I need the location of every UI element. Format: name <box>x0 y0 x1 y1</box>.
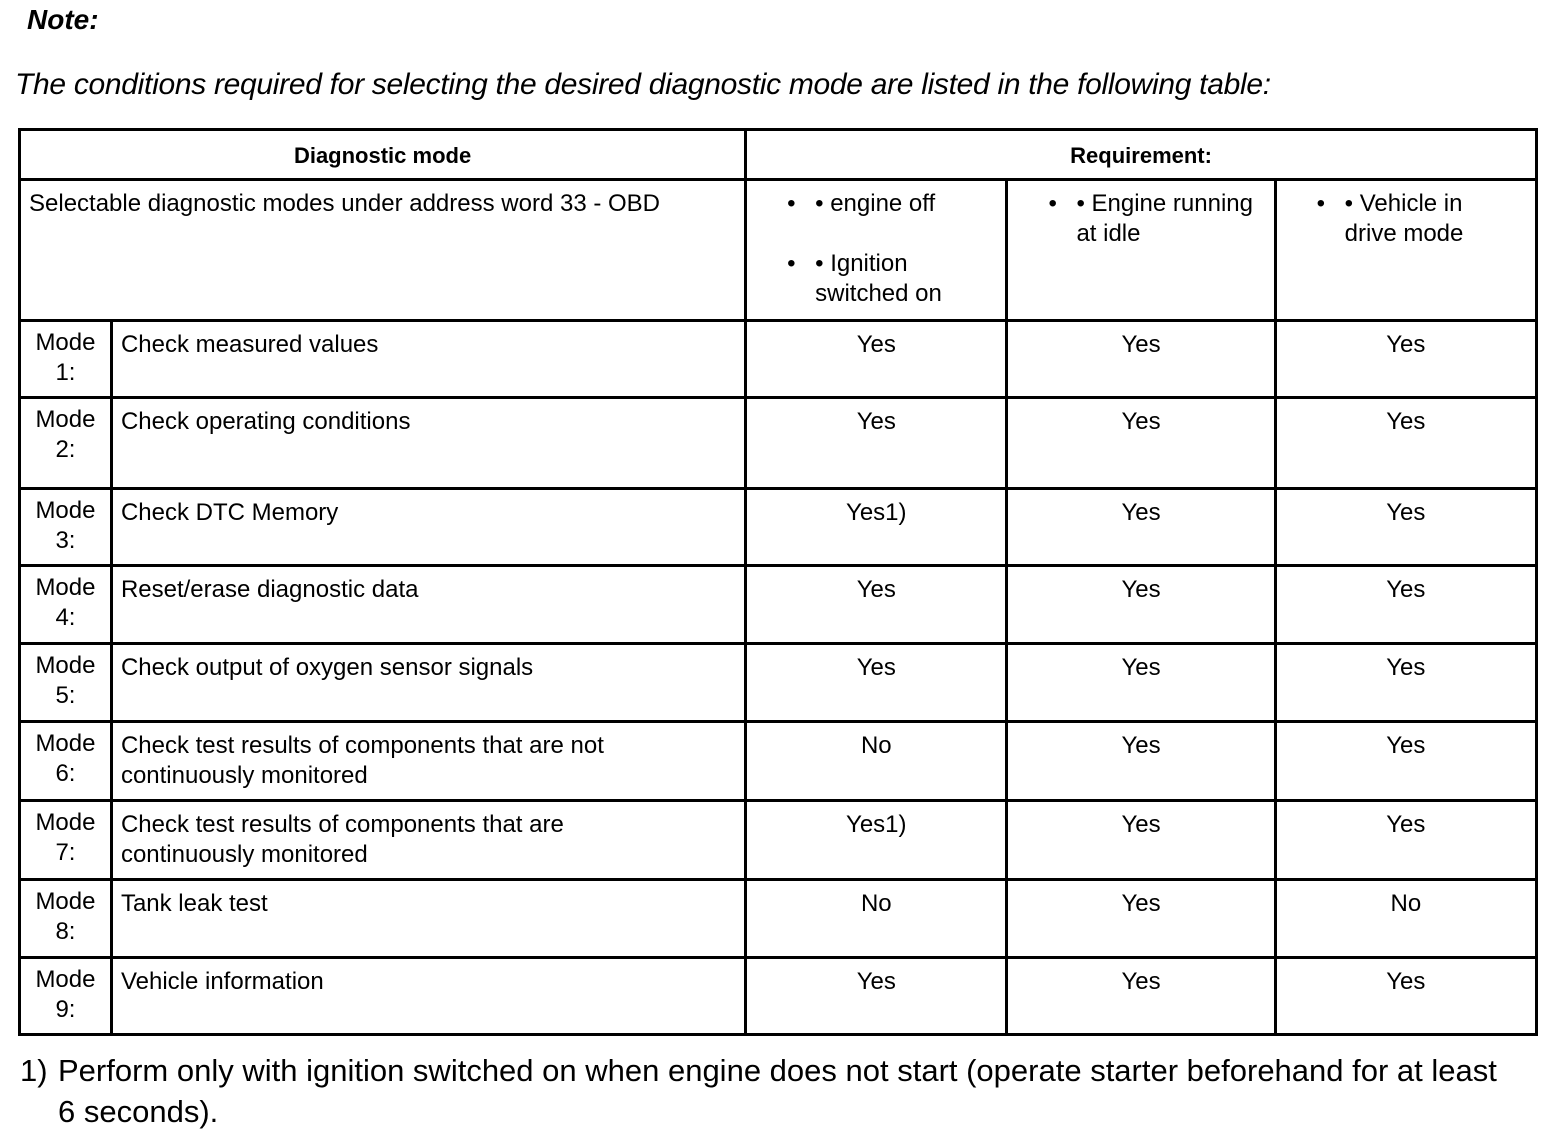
idle-cell: Yes <box>1005 956 1277 1036</box>
table-row: Mode 7: Check test results of components … <box>18 799 1539 881</box>
footnote-text: Perform only with ignition switched on w… <box>58 1053 1497 1129</box>
description-cell: Check output of oxygen sensor signals <box>109 642 748 723</box>
drive-cell: Yes <box>1273 487 1539 567</box>
mode-cell: Mode 1: <box>18 319 113 399</box>
mode-cell: Mode 2: <box>18 396 113 490</box>
table-row: Mode 3: Check DTC Memory Yes1) Yes Yes <box>18 487 1539 567</box>
idle-cell: Yes <box>1005 878 1277 959</box>
drive-cell: No <box>1273 878 1539 959</box>
description-cell: Check test results of components that ar… <box>109 720 748 802</box>
header-diagnostic-mode: Diagnostic mode <box>17 128 748 181</box>
table-row: Mode 1: Check measured values Yes Yes Yes <box>18 319 1539 399</box>
intro-text: The conditions required for selecting th… <box>15 68 1271 101</box>
drive-cell: Yes <box>1273 642 1539 723</box>
description-cell: Tank leak test <box>109 878 748 959</box>
requirement-item: • Ignition switched on <box>787 249 965 309</box>
table-row: Mode 9: Vehicle information Yes Yes Yes <box>18 956 1539 1036</box>
table-row: Mode 6: Check test results of components … <box>18 720 1539 802</box>
description-cell: Check test results of components that ar… <box>109 799 748 881</box>
header-row: Diagnostic mode Requirement: <box>17 128 1538 181</box>
idle-cell: Yes <box>1005 487 1277 567</box>
mode-cell: Mode 3: <box>18 487 113 567</box>
description-cell: Vehicle information <box>109 956 748 1036</box>
idle-cell: Yes <box>1005 319 1277 399</box>
engine-off-cell: No <box>744 720 1009 802</box>
engine-off-cell: Yes1) <box>744 799 1009 881</box>
table-row: Mode 4: Reset/erase diagnostic data Yes Yes… <box>18 564 1539 645</box>
engine-off-cell: Yes <box>744 956 1009 1036</box>
idle-cell: Yes <box>1005 396 1277 490</box>
drive-cell: Yes <box>1273 956 1539 1036</box>
description-cell: Reset/erase diagnostic data <box>109 564 748 645</box>
description-cell: Check DTC Memory <box>109 487 748 567</box>
drive-cell: Yes <box>1273 564 1539 645</box>
requirement-item: • Vehicle in drive mode <box>1317 189 1495 249</box>
idle-cell: Yes <box>1005 720 1277 802</box>
note-label: Note: <box>27 4 99 35</box>
engine-off-cell: Yes <box>744 319 1009 399</box>
drive-cell: Yes <box>1273 799 1539 881</box>
table-row: Mode 8: Tank leak test No Yes No <box>18 878 1539 959</box>
mode-cell: Mode 6: <box>18 720 113 802</box>
drive-cell: Yes <box>1273 319 1539 399</box>
drive-cell: Yes <box>1273 396 1539 490</box>
footnote: 1) Perform only with ignition switched o… <box>20 1050 1508 1132</box>
table-row: Mode 5: Check output of oxygen sensor sig… <box>18 642 1539 723</box>
requirement-engine-off: • engine off • Ignition switched on <box>744 178 1009 322</box>
mode-cell: Mode 5: <box>18 642 113 723</box>
engine-off-cell: No <box>744 878 1009 959</box>
engine-off-cell: Yes1) <box>744 487 1009 567</box>
mode-cell: Mode 7: <box>18 799 113 881</box>
engine-off-cell: Yes <box>744 564 1009 645</box>
drive-cell: Yes <box>1273 720 1539 802</box>
table-row: Mode 2: Check operating conditions Yes Yes Y… <box>18 396 1539 490</box>
requirement-idle: • Engine running at idle <box>1005 178 1277 322</box>
idle-cell: Yes <box>1005 799 1277 881</box>
description-cell: Check operating conditions <box>109 396 748 490</box>
selectable-modes-cell: Selectable diagnostic modes under addres… <box>17 178 748 322</box>
description-cell: Check measured values <box>109 319 748 399</box>
mode-cell: Mode 4: <box>18 564 113 645</box>
engine-off-cell: Yes <box>744 396 1009 490</box>
requirement-item: • engine off <box>787 189 997 219</box>
mode-cell: Mode 9: <box>18 956 113 1036</box>
diagnostic-mode-table: Diagnostic mode Requirement: Selectable … <box>17 128 1539 1036</box>
engine-off-cell: Yes <box>744 642 1009 723</box>
requirement-drive: • Vehicle in drive mode <box>1273 178 1539 322</box>
header-requirement: Requirement: <box>744 128 1538 181</box>
mode-cell: Mode 8: <box>18 878 113 959</box>
idle-cell: Yes <box>1005 642 1277 723</box>
idle-cell: Yes <box>1005 564 1277 645</box>
subheader-row: Selectable diagnostic modes under addres… <box>17 178 1539 322</box>
requirement-item: • Engine running at idle <box>1048 189 1256 249</box>
footnote-number: 1) <box>20 1053 48 1088</box>
